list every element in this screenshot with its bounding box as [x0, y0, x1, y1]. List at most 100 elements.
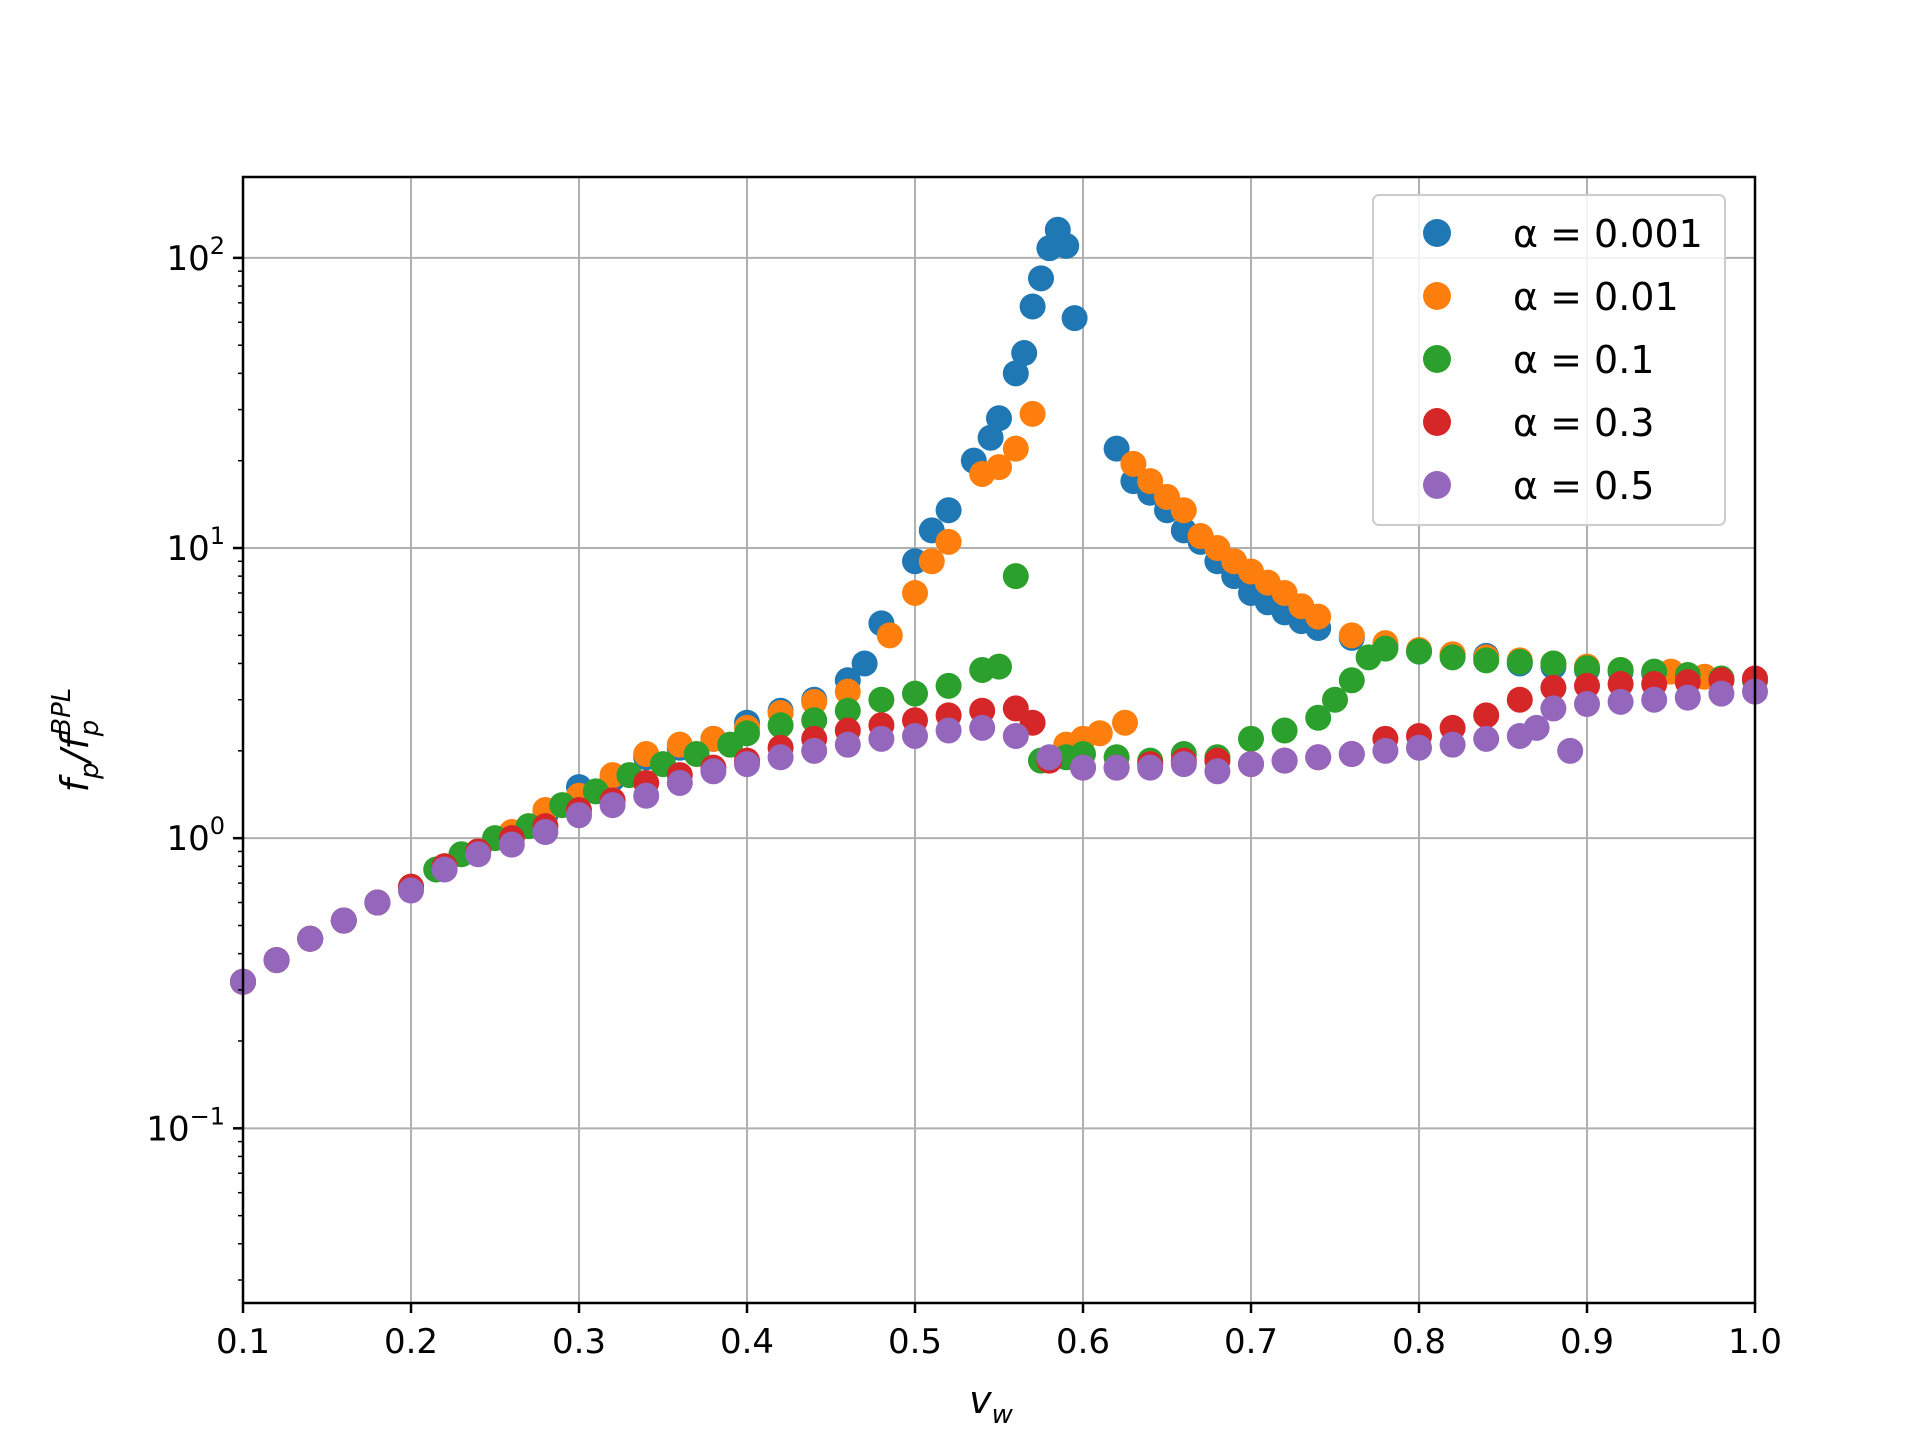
data-point: [330, 907, 357, 934]
data-point: [1305, 704, 1332, 731]
data-point: [834, 678, 861, 705]
data-point: [986, 454, 1012, 481]
data-point: [398, 877, 424, 904]
data-point: [465, 841, 492, 868]
x-tick-label: 0.3: [552, 1322, 606, 1362]
data-point: [1019, 293, 1046, 320]
data-point: [767, 712, 794, 739]
data-point: [868, 725, 895, 752]
data-point: [1238, 725, 1264, 752]
x-tick-label: 0.4: [720, 1322, 774, 1362]
data-point: [1305, 603, 1332, 630]
data-point: [986, 653, 1012, 680]
x-tick-label: 0.6: [1056, 1322, 1110, 1362]
data-point: [1506, 686, 1533, 713]
data-point: [1204, 758, 1231, 785]
x-axis-title: vw: [969, 1378, 1014, 1430]
data-point: [1574, 691, 1600, 718]
data-point: [1322, 686, 1348, 713]
y-tick-label: 102: [166, 232, 225, 279]
data-point: [1002, 722, 1029, 749]
data-point: [801, 688, 828, 715]
data-point: [498, 831, 525, 858]
legend-label: α = 0.001: [1513, 212, 1703, 256]
data-point: [1112, 709, 1138, 736]
data-point: [1271, 717, 1298, 744]
data-point: [935, 672, 962, 699]
data-point: [1137, 754, 1164, 781]
data-point: [1540, 674, 1567, 701]
data-point: [263, 947, 290, 974]
data-point: [1506, 648, 1533, 675]
data-point: [1002, 360, 1029, 387]
data-point: [1540, 695, 1567, 722]
legend-box: [1372, 194, 1726, 526]
legend-marker: [1423, 408, 1451, 436]
data-point: [734, 751, 760, 778]
x-tick-label: 0.7: [1224, 1322, 1278, 1362]
data-point: [918, 548, 945, 575]
y-tick-label: 101: [166, 522, 225, 569]
legend-label: α = 0.1: [1513, 338, 1654, 382]
data-point: [834, 731, 861, 758]
data-point: [1120, 450, 1147, 477]
data-point: [935, 717, 962, 744]
data-point: [1372, 737, 1399, 764]
data-point: [1473, 725, 1500, 752]
data-point: [1070, 754, 1096, 781]
data-point: [1607, 670, 1634, 697]
data-point: [666, 769, 693, 796]
data-point: [1338, 622, 1365, 649]
data-point: [1574, 672, 1600, 699]
data-point: [431, 856, 458, 883]
data-point: [977, 424, 1004, 451]
data-point: [599, 792, 626, 819]
data-point: [364, 889, 391, 916]
data-point: [1338, 667, 1365, 694]
data-point: [1473, 702, 1500, 729]
data-point: [1439, 731, 1466, 758]
data-point: [868, 686, 895, 713]
data-point: [1406, 638, 1432, 665]
data-point: [1053, 232, 1080, 259]
data-point: [801, 707, 828, 734]
data-point: [767, 744, 794, 771]
data-point: [1271, 747, 1298, 774]
data-point: [1019, 400, 1046, 427]
data-point: [1002, 435, 1029, 462]
data-point: [1305, 744, 1332, 771]
data-point: [532, 819, 559, 846]
y-tick-label: 100: [166, 812, 225, 859]
data-point: [935, 528, 962, 555]
legend-marker: [1423, 282, 1451, 310]
data-point: [1036, 744, 1063, 771]
data-point: [1002, 563, 1029, 590]
data-point: [297, 925, 324, 952]
data-point: [1406, 734, 1432, 761]
legend-marker: [1423, 219, 1451, 247]
x-tick-label: 0.1: [216, 1322, 270, 1362]
data-point: [1061, 305, 1088, 332]
data-point: [851, 650, 878, 677]
data-point: [1473, 647, 1500, 674]
x-axis-title-subscript: w: [992, 1400, 1014, 1430]
data-point: [1708, 680, 1735, 707]
data-point: [1439, 644, 1466, 671]
data-point: [834, 697, 861, 724]
data-point: [1170, 751, 1197, 778]
x-tick-label: 0.8: [1392, 1322, 1446, 1362]
data-point: [1238, 751, 1264, 778]
data-point: [1103, 435, 1130, 462]
data-point: [935, 497, 962, 524]
data-point: [1372, 635, 1399, 662]
data-point: [1170, 497, 1197, 524]
data-points: [230, 216, 1768, 995]
legend: α = 0.001 α = 0.01 α = 0.1 α = 0.3 α = 0.5: [1372, 194, 1726, 526]
data-point: [1641, 686, 1668, 713]
data-point: [1086, 720, 1113, 747]
data-point: [566, 802, 592, 829]
legend-label: α = 0.5: [1513, 464, 1654, 508]
data-point: [1103, 754, 1130, 781]
x-tick-label: 0.9: [1560, 1322, 1614, 1362]
